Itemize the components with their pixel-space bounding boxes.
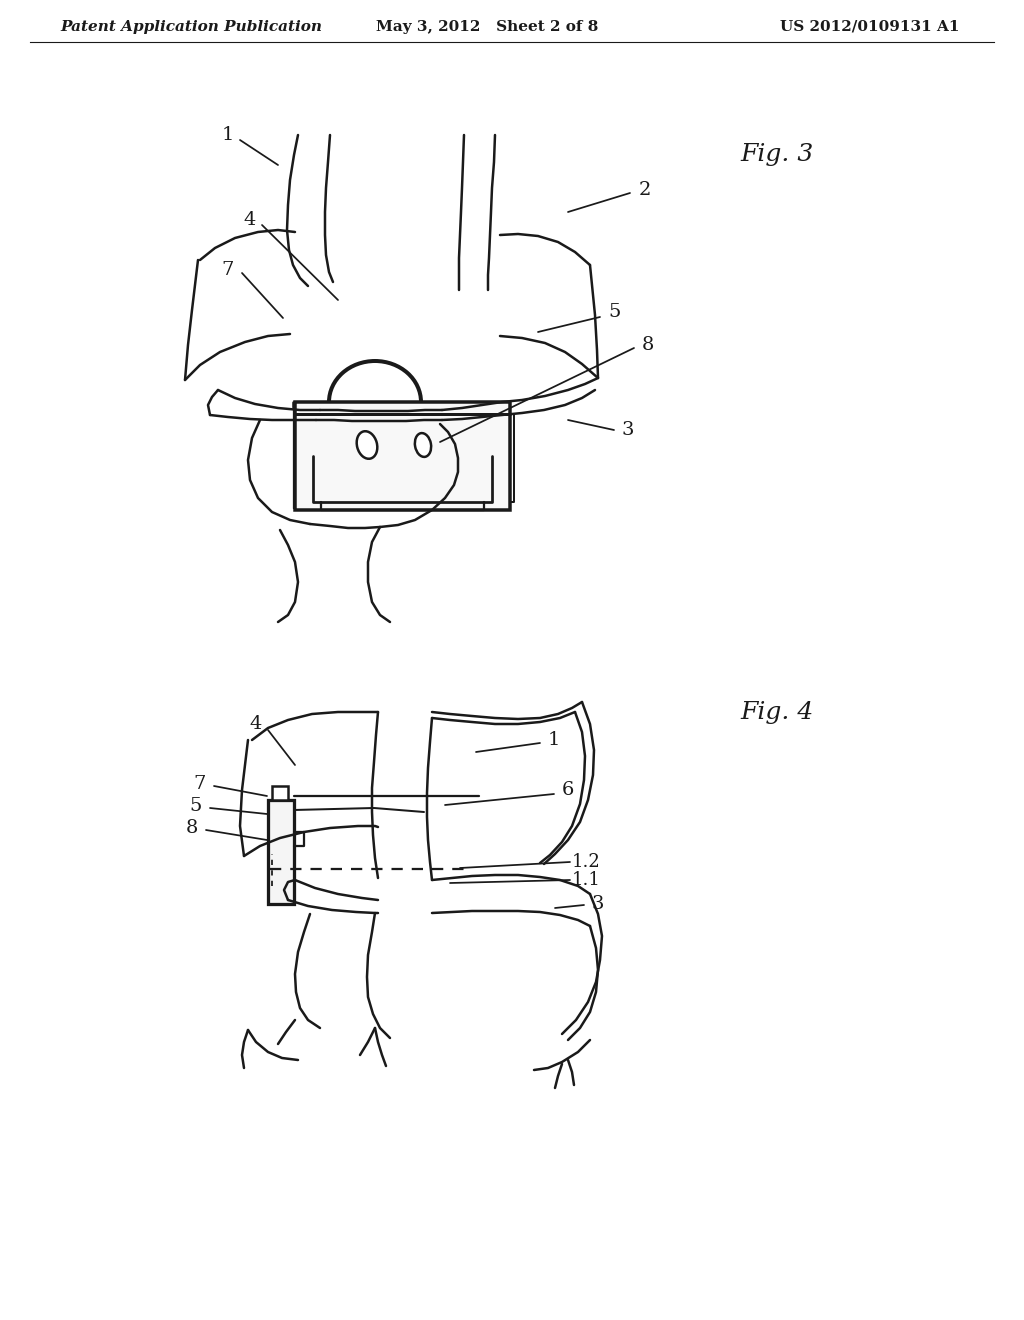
Text: 7: 7	[194, 775, 206, 793]
Text: 8: 8	[642, 337, 654, 354]
Text: 5: 5	[609, 304, 622, 321]
Text: 8: 8	[185, 818, 199, 837]
Text: US 2012/0109131 A1: US 2012/0109131 A1	[780, 20, 961, 34]
Text: 6: 6	[562, 781, 574, 799]
Ellipse shape	[415, 433, 431, 457]
Text: 5: 5	[189, 797, 202, 814]
Text: 4: 4	[250, 715, 262, 733]
Text: 1.1: 1.1	[572, 871, 601, 888]
Bar	[295, 403, 510, 510]
Ellipse shape	[356, 432, 377, 459]
Text: May 3, 2012   Sheet 2 of 8: May 3, 2012 Sheet 2 of 8	[376, 20, 598, 34]
Text: 1.2: 1.2	[572, 853, 601, 871]
Text: 3: 3	[622, 421, 634, 440]
Bar	[268, 800, 294, 904]
Text: 7: 7	[222, 261, 234, 279]
Text: 3: 3	[592, 895, 604, 913]
Text: 1: 1	[222, 125, 234, 144]
Text: Fig. 3: Fig. 3	[740, 144, 813, 166]
Bar	[272, 785, 288, 800]
Text: Fig. 4: Fig. 4	[740, 701, 813, 723]
Text: Patent Application Publication: Patent Application Publication	[60, 20, 322, 34]
Text: 4: 4	[244, 211, 256, 228]
Text: 2: 2	[639, 181, 651, 199]
Text: 1: 1	[548, 731, 560, 748]
